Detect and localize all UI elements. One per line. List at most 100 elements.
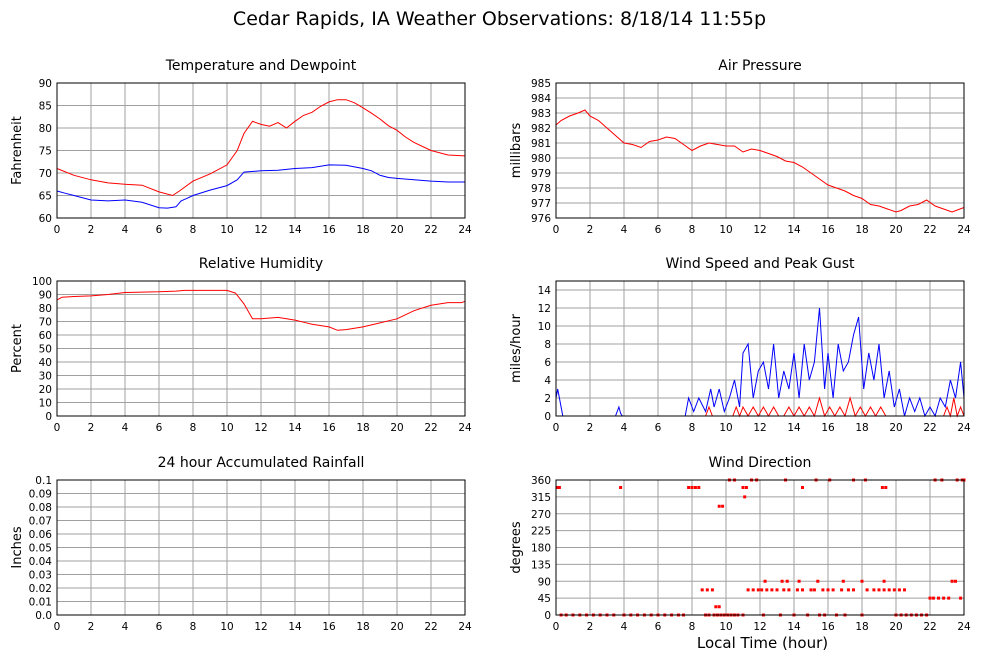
- y-tick-label: 360: [531, 475, 551, 487]
- x-tick-label: 10: [719, 224, 732, 236]
- y-axis-label: degrees: [509, 521, 524, 574]
- x-tick-label: 10: [220, 621, 233, 633]
- x-tick-label: 14: [787, 422, 801, 434]
- y-tick-label: 0.05: [29, 543, 52, 555]
- x-tick-label: 2: [88, 621, 95, 633]
- data-point: [746, 588, 750, 592]
- series-line-1: [56, 289, 466, 331]
- y-tick-label: 0.0: [35, 610, 52, 622]
- x-tick-label: 12: [753, 621, 766, 633]
- x-tick-label: 16: [322, 224, 336, 236]
- x-tick-label: 2: [587, 621, 594, 633]
- data-point: [928, 596, 932, 600]
- y-tick-label: 0.02: [29, 583, 52, 595]
- series-line-2: [56, 164, 465, 209]
- y-tick-label: 85: [39, 101, 52, 113]
- x-tick-label: 16: [322, 621, 336, 633]
- x-tick-label: 20: [390, 621, 403, 633]
- x-tick-label: 14: [288, 224, 302, 236]
- x-tick-label: 20: [889, 422, 902, 434]
- y-tick-label: 979: [531, 168, 551, 180]
- y-tick-label: 976: [531, 213, 551, 225]
- data-point: [744, 486, 748, 489]
- y-tick-label: 270: [531, 509, 551, 521]
- y-tick-label: 0.06: [29, 529, 53, 541]
- x-tick-label: 8: [689, 224, 696, 236]
- data-point: [770, 588, 774, 592]
- data-point: [947, 596, 951, 600]
- y-axis-label: millibars: [509, 123, 524, 179]
- x-tick-label: 12: [254, 422, 267, 434]
- data-point: [785, 579, 789, 583]
- data-point: [690, 486, 694, 489]
- x-tick-label: 22: [424, 621, 437, 633]
- x-tick-label: 24: [458, 621, 472, 633]
- x-tick-label: 12: [254, 621, 267, 633]
- x-tick-label: 18: [356, 224, 369, 236]
- data-point: [841, 579, 845, 583]
- chart-title: Temperature and Dewpoint: [165, 58, 357, 74]
- y-tick-label: 0.08: [29, 502, 52, 514]
- y-tick-label: 30: [39, 371, 52, 383]
- y-axis-label: Inches: [10, 526, 25, 568]
- data-point: [950, 579, 954, 583]
- data-point: [897, 588, 901, 592]
- x-tick-label: 4: [122, 621, 129, 633]
- data-point: [831, 588, 835, 592]
- x-tick-label: 24: [957, 621, 971, 633]
- y-tick-label: 0.01: [29, 597, 52, 609]
- data-point: [959, 596, 963, 600]
- series-line-1: [555, 109, 965, 213]
- x-tick-label: 24: [458, 422, 472, 434]
- data-point: [882, 588, 886, 592]
- x-tick-label: 22: [923, 621, 936, 633]
- y-tick-label: 983: [531, 108, 551, 120]
- data-point: [710, 588, 714, 592]
- data-point: [741, 486, 745, 489]
- data-point: [937, 596, 940, 600]
- x-tick-label: 10: [220, 422, 233, 434]
- x-tick-label: 8: [190, 422, 197, 434]
- data-point: [846, 588, 850, 592]
- page-title: Cedar Rapids, IA Weather Observations: 8…: [232, 8, 767, 30]
- x-tick-label: 24: [458, 224, 472, 236]
- x-tick-label: 20: [390, 422, 403, 434]
- y-tick-label: 20: [39, 384, 52, 396]
- data-point: [884, 486, 888, 489]
- data-point: [865, 588, 869, 592]
- data-point: [760, 588, 764, 592]
- y-tick-label: 984: [531, 93, 551, 105]
- y-tick-label: 65: [39, 191, 52, 203]
- data-point: [700, 588, 704, 592]
- y-tick-label: 978: [531, 183, 551, 195]
- y-tick-label: 0.04: [29, 556, 53, 568]
- plot-frame: [56, 280, 466, 417]
- x-tick-label: 18: [356, 422, 369, 434]
- y-tick-label: 100: [32, 276, 52, 288]
- x-tick-label: 2: [88, 224, 95, 236]
- data-point: [801, 588, 804, 592]
- data-point: [872, 588, 876, 592]
- x-tick-label: 12: [753, 422, 766, 434]
- data-point: [697, 486, 701, 489]
- y-tick-label: 90: [39, 78, 52, 90]
- y-tick-label: 225: [531, 526, 551, 538]
- x-tick-label: 2: [587, 422, 594, 434]
- plot-frame: [56, 82, 466, 219]
- plot-frame: [555, 82, 965, 219]
- y-tick-label: 60: [39, 330, 52, 342]
- x-tick-label: 20: [889, 621, 902, 633]
- x-tick-label: 14: [288, 621, 302, 633]
- x-tick-label: 0: [54, 422, 61, 434]
- data-point: [826, 588, 830, 592]
- data-point: [954, 579, 957, 583]
- data-point: [687, 486, 691, 489]
- x-tick-label: 10: [220, 224, 233, 236]
- y-tick-label: 90: [538, 576, 551, 588]
- y-tick-label: 14: [538, 285, 552, 297]
- y-tick-label: 0.1: [35, 475, 52, 487]
